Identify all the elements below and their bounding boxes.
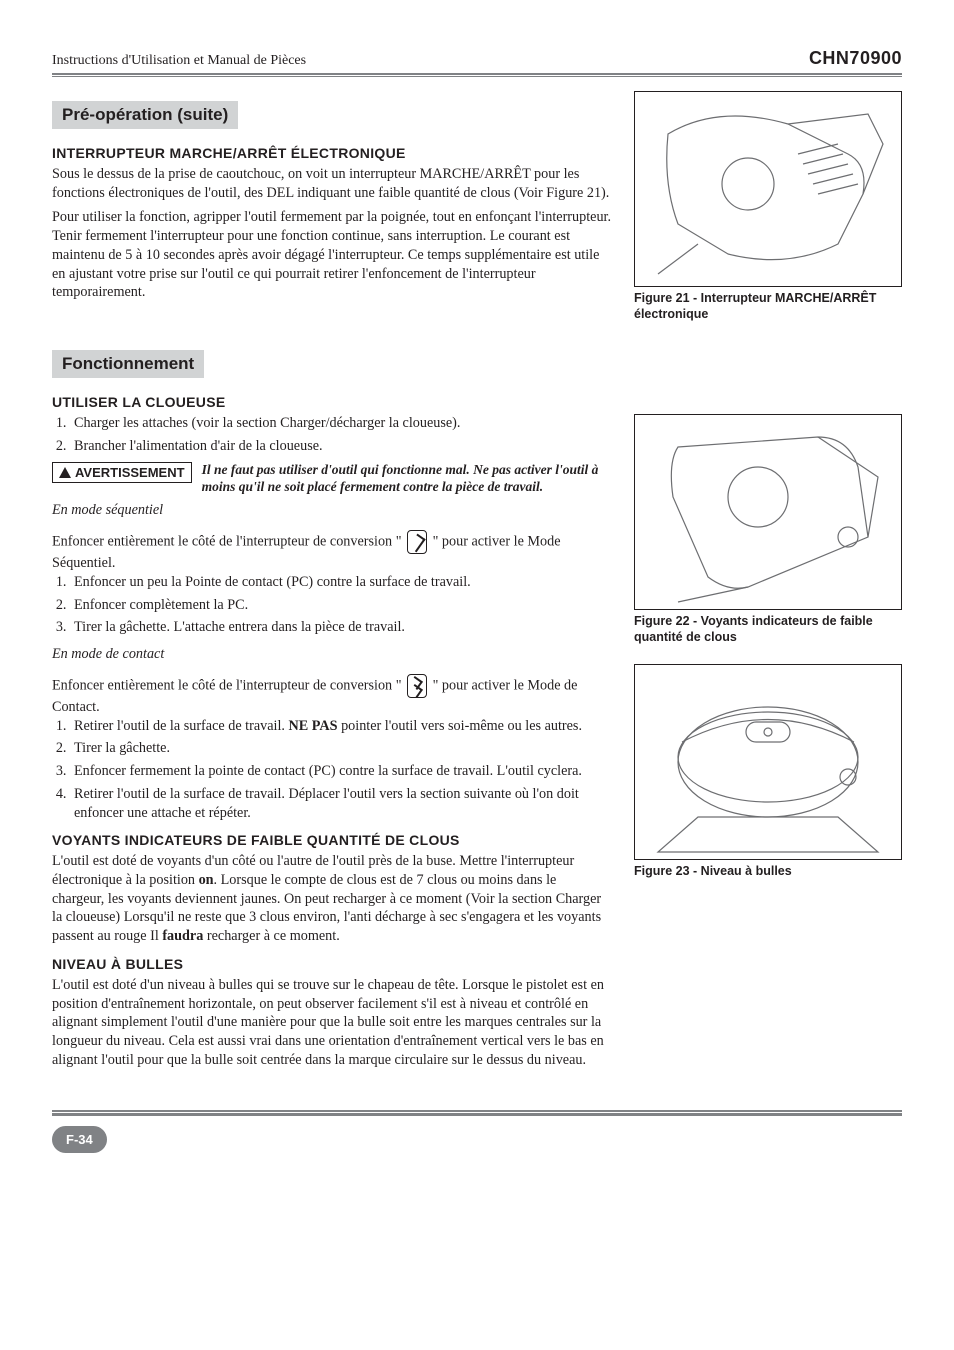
con-ol-2: Tirer la gâchette. xyxy=(70,739,612,758)
seq-ol: Enfoncer un peu la Pointe de contact (PC… xyxy=(52,573,612,637)
mode-contact-label: En mode de contact xyxy=(52,645,612,664)
fonc-right: Figure 22 - Voyants indicateurs de faibl… xyxy=(634,384,902,1069)
niveau-p: L'outil est doté d'un niveau à bulles qu… xyxy=(52,976,612,1070)
preop-left: Pré-opération (suite) INTERRUPTEUR MARCH… xyxy=(52,91,612,340)
warning-label-text: AVERTISSEMENT xyxy=(75,465,185,480)
use-ol1-2: Brancher l'alimentation d'air de la clou… xyxy=(70,437,612,456)
seq-ol-3: Tirer la gâchette. L'attache entrera dan… xyxy=(70,618,612,637)
header-rule xyxy=(52,73,902,77)
con-ol-1a: Retirer l'outil de la surface de travail… xyxy=(74,718,289,734)
fonc-row: UTILISER LA CLOUEUSE Charger les attache… xyxy=(52,384,902,1069)
subhead-niveau: NIVEAU À BULLES xyxy=(52,956,612,972)
seq-ol-1: Enfoncer un peu la Pointe de contact (PC… xyxy=(70,573,612,592)
figure-22-caption: Figure 22 - Voyants indicateurs de faibl… xyxy=(634,614,902,645)
con-ol: Retirer l'outil de la surface de travail… xyxy=(52,717,612,823)
subhead-voyants: VOYANTS INDICATEURS DE FAIBLE QUANTITÉ D… xyxy=(52,832,612,848)
figure-23-box xyxy=(634,664,902,860)
mode-seq-icon xyxy=(407,530,427,554)
subhead-interrupteur: INTERRUPTEUR MARCHE/ARRÊT ÉLECTRONIQUE xyxy=(52,145,612,161)
con-ol-3: Enfoncer fermement la pointe de contact … xyxy=(70,762,612,781)
footer-rule xyxy=(52,1110,902,1116)
con-ol-1: Retirer l'outil de la surface de travail… xyxy=(70,717,612,736)
preop-p2: Pour utiliser la fonction, agripper l'ou… xyxy=(52,208,612,302)
fonc-left: UTILISER LA CLOUEUSE Charger les attache… xyxy=(52,384,612,1069)
warning-text: Il ne faut pas utiliser d'outil qui fonc… xyxy=(202,462,612,496)
con-intro: Enfoncer entièrement le côté de l'interr… xyxy=(52,674,612,717)
con-ol-4: Retirer l'outil de la surface de travail… xyxy=(70,785,612,822)
header-row: Instructions d'Utilisation et Manual de … xyxy=(52,48,902,69)
figure-21-sketch xyxy=(638,94,898,284)
preop-body: Sous le dessus de la prise de caoutchouc… xyxy=(52,165,612,302)
voyants-p-c: recharger à ce moment. xyxy=(203,928,339,944)
preop-row: Pré-opération (suite) INTERRUPTEUR MARCH… xyxy=(52,91,902,340)
seq-intro-a: Enfoncer entièrement le côté de l'interr… xyxy=(52,533,405,549)
subhead-utiliser: UTILISER LA CLOUEUSE xyxy=(52,394,612,410)
voyants-p: L'outil est doté de voyants d'un côté ou… xyxy=(52,852,612,946)
con-ol-1-bold: NE PAS xyxy=(289,718,338,734)
header-left: Instructions d'Utilisation et Manual de … xyxy=(52,53,306,69)
spacer xyxy=(634,384,902,414)
mode-seq-label: En mode séquentiel xyxy=(52,501,612,520)
preop-right: Figure 21 - Interrupteur MARCHE/ARRÊT él… xyxy=(634,91,902,340)
con-intro-a: Enfoncer entièrement le côté de l'interr… xyxy=(52,677,405,693)
warning-label: AVERTISSEMENT xyxy=(52,462,192,483)
page: Instructions d'Utilisation et Manual de … xyxy=(0,0,954,1183)
figure-22-sketch xyxy=(638,417,898,607)
seq-ol-2: Enfoncer complètement la PC. xyxy=(70,596,612,615)
figure-23-caption: Figure 23 - Niveau à bulles xyxy=(634,864,902,880)
figure-21-box xyxy=(634,91,902,287)
preop-p1: Sous le dessus de la prise de caoutchouc… xyxy=(52,165,612,202)
section-title-preop: Pré-opération (suite) xyxy=(52,101,238,129)
warning-row: AVERTISSEMENT Il ne faut pas utiliser d'… xyxy=(52,462,612,496)
header-right: CHN70900 xyxy=(809,48,902,69)
page-number: F-34 xyxy=(52,1126,107,1153)
use-ol1: Charger les attaches (voir la section Ch… xyxy=(52,414,612,455)
section-title-fonc: Fonctionnement xyxy=(52,350,204,378)
use-ol1-1: Charger les attaches (voir la section Ch… xyxy=(70,414,612,433)
voyants-bold2: faudra xyxy=(162,928,203,944)
figure-22-box xyxy=(634,414,902,610)
voyants-bold1: on xyxy=(199,872,214,888)
mode-contact-icon xyxy=(407,674,427,698)
warning-triangle-icon xyxy=(59,467,71,478)
figure-21-caption: Figure 21 - Interrupteur MARCHE/ARRÊT él… xyxy=(634,291,902,322)
con-ol-1b: pointer l'outil vers soi-même ou les aut… xyxy=(338,718,582,734)
seq-intro: Enfoncer entièrement le côté de l'interr… xyxy=(52,530,612,573)
figure-23-sketch xyxy=(638,667,898,857)
